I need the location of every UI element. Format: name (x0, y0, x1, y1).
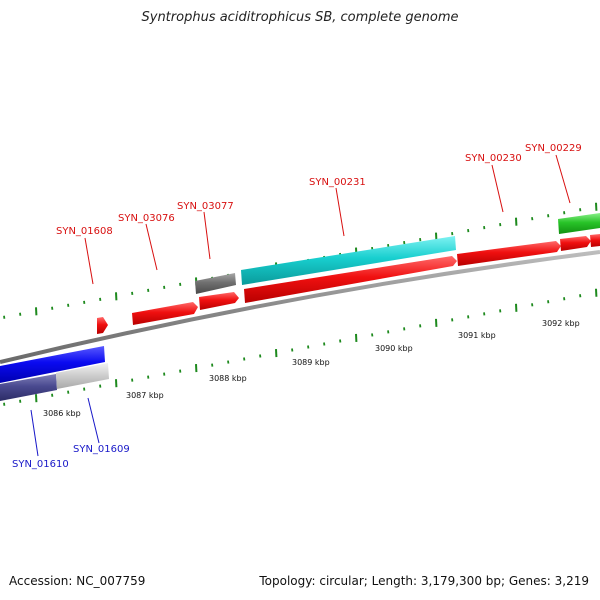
scale-label-3088: 3088 kbp (209, 374, 247, 383)
scale-label-3086: 3086 kbp (43, 409, 81, 418)
gene-label-syn-01609: SYN_01609 (73, 444, 130, 455)
scale-label-3090: 3090 kbp (375, 344, 413, 353)
scale-label-3089: 3089 kbp (292, 358, 330, 367)
scale-label-3092: 3092 kbp (542, 319, 580, 328)
gene-arrow-syn-00231-red[interactable] (244, 256, 457, 303)
gene-label-syn-00231: SYN_00231 (309, 177, 366, 188)
scale-label-3091: 3091 kbp (458, 331, 496, 340)
gene-arrow-edge-red[interactable] (590, 234, 600, 247)
gene-arrow-syn-00229[interactable] (560, 236, 591, 251)
topology-summary: Topology: circular; Length: 3,179,300 bp… (259, 574, 589, 588)
genome-backbone (0, 250, 600, 364)
map-title: Syntrophus aciditrophicus SB, complete g… (141, 10, 459, 25)
tick-marks (3, 202, 598, 406)
gene-label-syn-03076: SYN_03076 (118, 213, 175, 224)
scale-label-3087: 3087 kbp (126, 391, 164, 400)
gene-box-syn-00231[interactable] (241, 236, 456, 285)
gene-arrow-syn-00230[interactable] (457, 241, 561, 266)
gene-label-syn-00229: SYN_00229 (525, 143, 582, 154)
gene-box-syn-01609[interactable] (56, 363, 109, 389)
reverse-genes (0, 346, 109, 401)
gene-label-syn-01608: SYN_01608 (56, 226, 113, 237)
gene-box-syn-01610[interactable] (0, 374, 57, 401)
gene-arrow-syn-01608[interactable] (97, 317, 108, 334)
callout-lines (30, 154, 571, 457)
gene-label-syn-03077: SYN_03077 (177, 201, 234, 212)
gene-label-syn-01610: SYN_01610 (12, 459, 69, 470)
gene-box-blue[interactable] (0, 346, 105, 383)
gene-box-green[interactable] (558, 213, 600, 234)
gene-label-syn-00230: SYN_00230 (465, 153, 522, 164)
gene-box-syn-03077[interactable] (195, 273, 236, 294)
accession-text: Accession: NC_007759 (9, 574, 146, 588)
gene-arrow-syn-03076[interactable] (132, 302, 198, 325)
forward-genes (97, 213, 600, 334)
gene-arrow-syn-03076b[interactable] (199, 292, 239, 310)
